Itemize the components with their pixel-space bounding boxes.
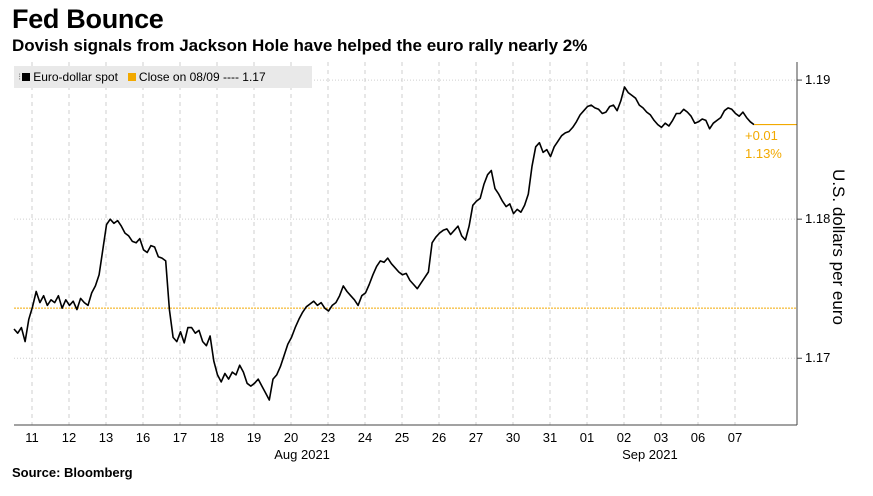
legend-item-close[interactable]: Close on 08/09 ---- 1.17 (127, 70, 266, 84)
x-tick-label: 18 (210, 430, 224, 445)
legend-label-close: Close on 08/09 ---- 1.17 (138, 70, 266, 84)
x-tick-label: 16 (136, 430, 150, 445)
x-tick-label: 20 (284, 430, 298, 445)
y-tick-labels: 1.17 1.18 1.19 (797, 72, 830, 365)
chart-subtitle: Dovish signals from Jackson Hole have he… (12, 36, 588, 55)
legend-drag-handle-icon[interactable]: ⁝ (18, 71, 22, 83)
x-tick-label: 27 (469, 430, 483, 445)
legend: ⁝ Euro-dollar spot Close on 08/09 ---- 1… (14, 66, 312, 88)
chart-title: Fed Bounce (12, 4, 164, 34)
legend-item-spot[interactable]: Euro-dollar spot (22, 70, 118, 84)
x-tick-label: 11 (25, 430, 39, 445)
x-tick-label: 07 (728, 430, 742, 445)
y-tick-label: 1.19 (805, 72, 830, 87)
x-tick-label: 01 (580, 430, 594, 445)
x-tick-labels: 11 12 13 16 17 18 19 20 23 24 25 26 27 30 31 01 02 03 06 07… (25, 430, 742, 462)
gridlines (14, 62, 797, 425)
x-tick-label: 30 (506, 430, 520, 445)
x-month-label: Sep 2021 (622, 447, 678, 462)
source-note: Source: Bloomberg (12, 465, 133, 480)
x-tick-label: 06 (691, 430, 705, 445)
x-tick-label: 12 (62, 430, 76, 445)
x-tick-label: 19 (247, 430, 261, 445)
percent-annotation: 1.13% (745, 146, 782, 161)
annotation-group: +0.01 1.13% (745, 128, 782, 161)
x-tick-label: 24 (358, 430, 372, 445)
series-group (13, 86, 797, 401)
x-tick-label: 23 (321, 430, 335, 445)
y-tick-label: 1.18 (805, 211, 830, 226)
y-axis-label: U.S. dollars per euro (829, 169, 848, 325)
axes-group (14, 62, 798, 426)
x-tick-label: 13 (99, 430, 113, 445)
legend-label-spot: Euro-dollar spot (33, 70, 118, 84)
x-tick-label: 02 (617, 430, 631, 445)
x-tick-label: 03 (654, 430, 668, 445)
x-tick-label: 26 (432, 430, 446, 445)
change-annotation: +0.01 (745, 128, 778, 143)
x-tick-label: 25 (395, 430, 409, 445)
x-tick-label: 17 (173, 430, 187, 445)
y-tick-label: 1.17 (805, 350, 830, 365)
legend-swatch-close (127, 73, 136, 81)
series-line-euro-dollar-spot (13, 86, 755, 401)
x-month-label: Aug 2021 (274, 447, 330, 462)
x-tick-label: 31 (543, 430, 557, 445)
legend-swatch-spot (22, 73, 31, 81)
